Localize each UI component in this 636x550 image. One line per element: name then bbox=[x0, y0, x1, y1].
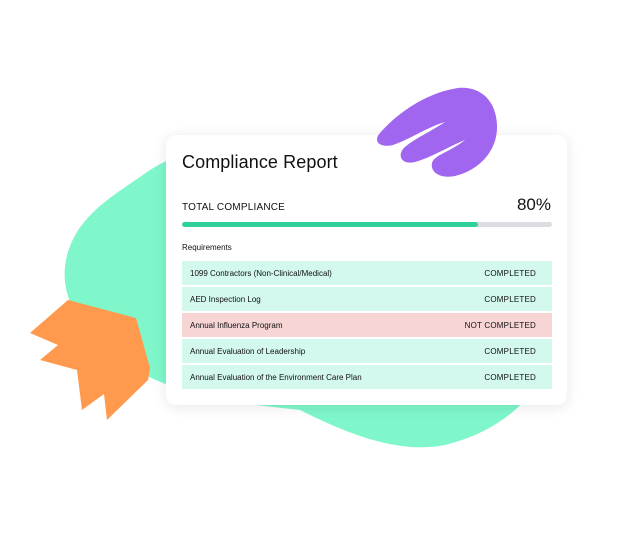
page-title: Compliance Report bbox=[182, 152, 338, 172]
requirement-name: Annual Evaluation of Leadership bbox=[190, 346, 306, 356]
requirement-name: AED Inspection Log bbox=[190, 294, 261, 304]
compliance-progress-fill bbox=[182, 222, 478, 227]
requirement-row[interactable]: AED Inspection Log COMPLETED bbox=[182, 287, 552, 311]
requirement-status: COMPLETED bbox=[484, 268, 536, 278]
compliance-report-card: Compliance Report TOTAL COMPLIANCE 80% R… bbox=[166, 135, 567, 405]
total-compliance-value: 80% bbox=[516, 195, 551, 214]
requirement-status: NOT COMPLETED bbox=[464, 320, 536, 330]
requirement-name: Annual Influenza Program bbox=[190, 320, 283, 330]
requirements-list: 1099 Contractors (Non-Clinical/Medical) … bbox=[182, 261, 552, 391]
requirement-row[interactable]: Annual Evaluation of Leadership COMPLETE… bbox=[182, 339, 552, 363]
compliance-progress-bar bbox=[182, 222, 552, 227]
requirements-heading: Requirements bbox=[182, 243, 232, 252]
total-compliance-label: TOTAL COMPLIANCE bbox=[182, 202, 286, 213]
requirement-row[interactable]: Annual Influenza Program NOT COMPLETED bbox=[182, 313, 552, 337]
requirement-status: COMPLETED bbox=[484, 294, 536, 304]
purple-hand-shape bbox=[376, 87, 498, 177]
requirement-status: COMPLETED bbox=[484, 372, 536, 382]
requirement-status: COMPLETED bbox=[484, 346, 536, 356]
requirement-name: Annual Evaluation of the Environment Car… bbox=[190, 372, 362, 382]
requirement-row[interactable]: 1099 Contractors (Non-Clinical/Medical) … bbox=[182, 261, 552, 285]
orange-arrow-shape bbox=[30, 300, 150, 420]
requirement-name: 1099 Contractors (Non-Clinical/Medical) bbox=[190, 268, 332, 278]
requirement-row[interactable]: Annual Evaluation of the Environment Car… bbox=[182, 365, 552, 389]
